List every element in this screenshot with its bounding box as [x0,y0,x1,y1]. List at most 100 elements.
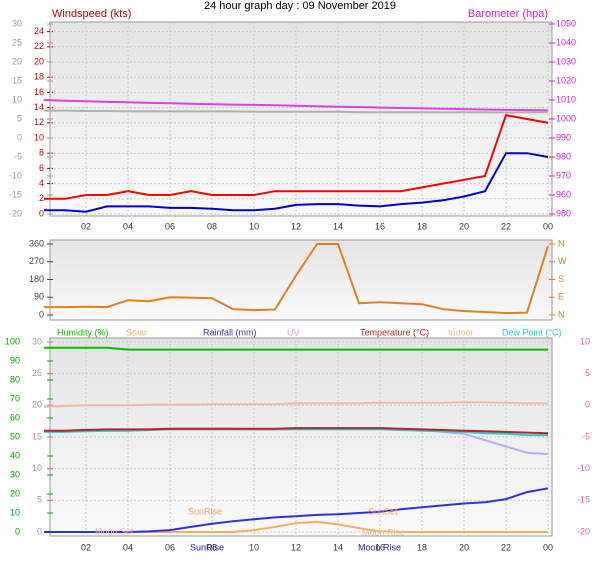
y-tick-label: 990 [556,132,571,142]
y-tick-label: 5 [585,368,590,378]
x-tick-label: 08 [207,221,217,231]
x-tick-label: 16 [375,542,385,552]
y-tick-label: 70 [10,393,20,403]
y-tick-label: 270 [29,256,44,266]
y-tick-label: 1050 [556,18,576,28]
x-tick-label: 14 [333,542,343,552]
x-tick-label: 02 [81,221,91,231]
legend-entry: Rainfall (mm) [203,327,257,337]
x-tick-label: 06 [165,542,175,552]
annotation: Moon Rise [362,527,405,537]
y-tick-label: 1000 [556,113,576,123]
series-line [43,99,549,112]
y-tick-label: 80 [10,374,20,384]
y-tick-label: 2 [39,193,44,203]
y-tick-label: 25 [12,37,22,47]
y-tick-label: 10 [12,94,22,104]
x-tick-label: 02 [81,542,91,552]
legend-entry: Dew Point (°C) [502,327,562,337]
chart-title: 24 hour graph day : 09 November 2019 [204,0,396,12]
axis-label: Barometer (hpa) [468,8,548,20]
y-tick-label: 980 [556,151,571,161]
legend-entry: Humidity (%) [57,327,109,337]
annotation: SunSet [368,506,398,516]
legend-entry: Temperature (°C) [360,327,429,337]
y-tick-label: 0 [39,309,44,319]
x-tick-label: 16 [375,221,385,231]
y-tick-label: 0 [17,132,22,142]
y-tick-label: 1010 [556,94,576,104]
y-tick-label: 12 [34,117,44,127]
axis-label: Windspeed (kts) [52,8,131,20]
y-tick-label: -5 [14,151,22,161]
y-tick-label: -15 [9,189,22,199]
series-line [43,401,548,408]
y-tick-label: 30 [32,336,42,346]
y-tick-label: 6 [39,163,44,173]
x-tick-label: 20 [459,542,469,552]
y-tick-label: 360 [29,238,44,248]
y-tick-label: -10 [9,170,22,180]
y-tick-label: 15 [12,75,22,85]
x-tick-label: 10 [249,542,259,552]
series-line [44,114,549,200]
y-tick-label: 14 [34,102,44,112]
series-line [44,109,548,114]
y-tick-label: 960 [556,189,571,199]
x-tick-label: 10 [249,221,259,231]
y-tick-label: 8 [39,148,44,158]
series-line [44,152,549,213]
y-tick-label: 90 [34,292,44,302]
x-tick-label: 04 [123,221,133,231]
y-tick-label: 18 [34,72,44,82]
y-tick-label: 20 [10,488,20,498]
y-tick-label: 0 [39,208,44,218]
y-tick-label: 50 [10,431,20,441]
y-tick-label: 15 [32,431,42,441]
y-tick-label: -20 [577,526,590,536]
x-tick-label: 18 [417,221,427,231]
y-tick-label: 1020 [556,75,576,85]
annotation: SunRise [190,542,224,552]
legend-entry: Indoor [448,327,474,337]
y-tick-label: 60 [10,412,20,422]
y-tick-label: 10 [34,132,44,142]
y-tick-label: 5 [37,495,42,505]
annotation: SunRise [188,506,222,516]
y-tick-label: 30 [12,18,22,28]
x-tick-label: 12 [291,542,301,552]
y-tick-label: 1030 [556,56,576,66]
y-tick-label: -10 [577,463,590,473]
y-tick-label: 24 [34,26,44,36]
legend-entry: Solar [126,327,147,337]
plot-frame [49,21,553,217]
x-tick-label: 22 [501,221,511,231]
y-tick-label: -5 [582,431,590,441]
x-tick-label: 14 [333,221,343,231]
y-tick-label: 25 [32,368,42,378]
series-line [44,427,549,435]
x-tick-label: 18 [417,542,427,552]
y-tick-label: 10 [32,463,42,473]
y-tick-label: 180 [29,274,44,284]
x-tick-label: 12 [291,221,301,231]
x-tick-label: 00 [543,221,553,231]
series-line [44,346,548,351]
y-tick-label: 22 [34,41,44,51]
y-tick-label: 20 [32,400,42,410]
y-tick-label: 16 [34,87,44,97]
y-tick-label: 5 [17,113,22,123]
x-tick-label: 22 [501,542,511,552]
y-tick-label: 90 [10,355,20,365]
x-tick-label: 08 [207,542,217,552]
y-tick-label: 40 [10,450,20,460]
y-tick-label: -15 [577,495,590,505]
y-tick-label: 980 [556,208,571,218]
y-tick-label: 10 [10,507,20,517]
y-tick-label: 970 [556,170,571,180]
y-tick-label: N [558,238,565,248]
series-line [44,243,549,315]
y-tick-label: 20 [34,56,44,66]
y-tick-label: N [558,309,565,319]
